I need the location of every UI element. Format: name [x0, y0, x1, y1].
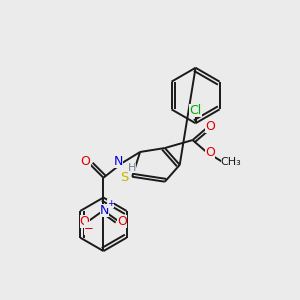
Text: O: O — [206, 120, 215, 133]
Text: CH₃: CH₃ — [221, 157, 242, 167]
Text: O: O — [80, 215, 89, 228]
Text: O: O — [117, 215, 127, 228]
Text: −: − — [84, 222, 94, 235]
Text: N: N — [100, 204, 109, 217]
Text: S: S — [120, 171, 128, 184]
Text: +: + — [106, 199, 114, 208]
Text: O: O — [81, 155, 91, 168]
Text: N: N — [114, 155, 123, 168]
Text: O: O — [206, 146, 215, 160]
Text: H: H — [128, 163, 136, 173]
Text: Cl: Cl — [189, 104, 202, 117]
